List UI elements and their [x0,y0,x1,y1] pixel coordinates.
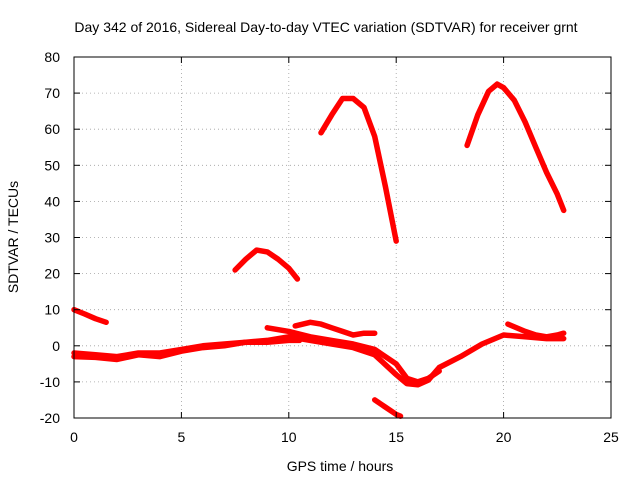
series-line-track-6 [264,325,442,385]
y-tick-label: -10 [40,374,60,390]
axis-layer [73,56,612,419]
y-tick-label: -20 [40,410,60,426]
y-tick-label: 50 [44,157,60,173]
y-axis-label: SDTVAR / TECUs [5,181,21,293]
y-tick-label: 10 [44,302,60,318]
series-line-track-10 [505,321,567,340]
x-tick-labels: 0 5 10 15 20 25 [70,429,619,445]
y-tick-label: 70 [44,85,60,101]
series-layer [71,81,567,419]
x-tick-label: 5 [178,429,186,445]
series-line-track-4 [232,247,301,282]
chart-title: Day 342 of 2016, Sidereal Day-to-day VTE… [74,19,577,35]
series-line-track-2 [71,332,567,388]
x-axis-label: GPS time / hours [287,458,394,474]
y-tick-label: 60 [44,121,60,137]
series-line-track-5 [318,95,399,244]
series-line-track-3 [71,337,303,360]
y-tick-labels: -20 -10 0 10 20 30 40 50 60 70 80 [40,49,60,426]
x-tick-label: 10 [281,429,297,445]
series-line-track-9 [464,81,567,214]
x-tick-label: 15 [388,429,404,445]
y-tick-label: 80 [44,49,60,65]
x-tick-label: 0 [70,429,78,445]
x-tick-label: 25 [603,429,619,445]
x-tick-label: 20 [496,429,512,445]
series-line-track-1 [71,306,109,326]
grid-layer [74,57,611,418]
y-tick-label: 30 [44,230,60,246]
series-line-track-7 [292,319,378,338]
series-line-track-8 [371,397,404,419]
y-tick-label: 20 [44,266,60,282]
y-tick-label: 0 [52,338,60,354]
y-tick-label: 40 [44,193,60,209]
